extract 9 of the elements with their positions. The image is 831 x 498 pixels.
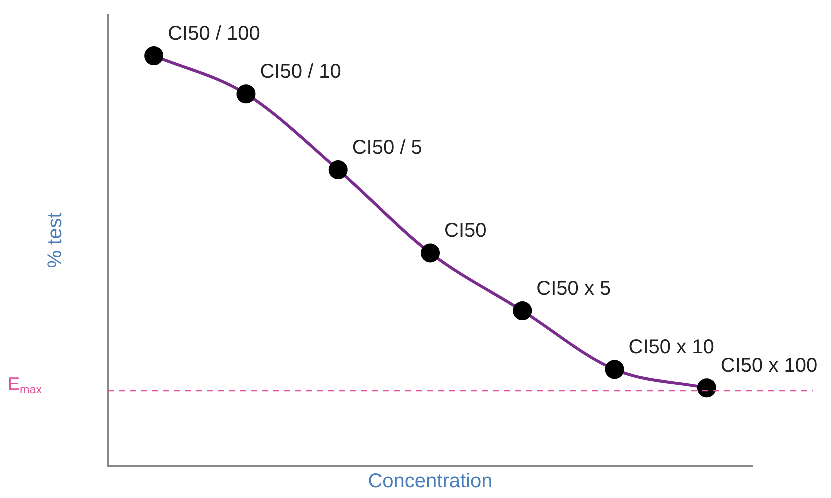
- annotation: CI50 / 10: [260, 61, 342, 84]
- annotation: CI50 x 5: [536, 278, 612, 300]
- x-axis-title: Concentration: [368, 470, 493, 493]
- annotation: CI50: [444, 220, 487, 242]
- annotation: CI50 x 10: [628, 336, 714, 359]
- text: CI50 / 100: [168, 23, 260, 45]
- y-axis-title: % test: [44, 212, 67, 268]
- annotation: CI50 x 100: [720, 355, 818, 378]
- annotation: CI50 / 5: [352, 136, 422, 159]
